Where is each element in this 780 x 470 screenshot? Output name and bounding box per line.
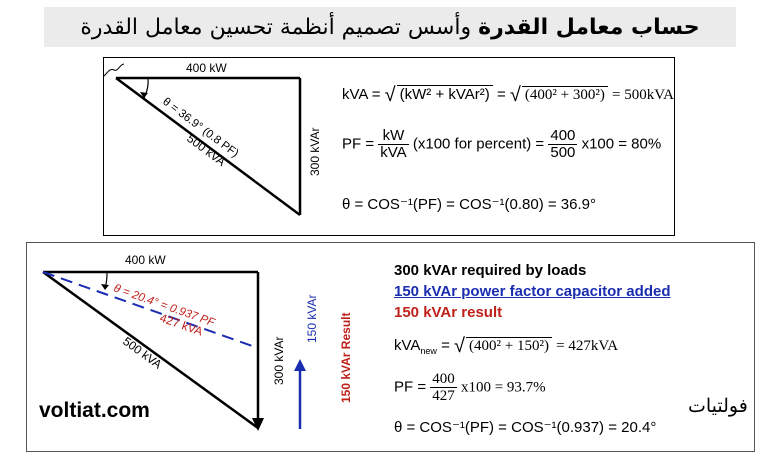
title-bold-part: حساب معامل القدرة: [478, 14, 700, 40]
arabic-watermark: فولتيات: [688, 395, 748, 417]
kva-formula-result: = 500kVA: [612, 87, 674, 103]
brand-logo-text: voltiat.com: [39, 399, 150, 422]
pf-new-result: x100 = 93.7%: [460, 379, 546, 396]
angle-arrow: [140, 92, 148, 98]
bottom-diagram-panel: 400 kW 300 kVAr 500 kVA 427 kVA θ = 20.4…: [26, 242, 755, 452]
power-triangle-top: 400 kW 300 kVAr 500 kVA θ = 36.9° (0.8 P…: [103, 61, 322, 217]
kvar-arrowhead: [252, 418, 264, 431]
title-rest: وأسس تصميم أنظمة تحسين معامل القدرة: [80, 14, 472, 40]
kva-formula-inner1: (kW² + kVAr²): [396, 85, 493, 103]
kva-new-inner: (400² + 150²): [466, 337, 552, 355]
page-title: حساب معامل القدرة وأسس تصميم أنظمة تحسين…: [80, 15, 699, 40]
kva-new-formula: kVAnew = √ (400² + 150²) = 427kVA: [394, 335, 618, 358]
kva-427-side: [42, 271, 259, 349]
pf-den-2: 500: [550, 144, 576, 161]
theta-formula: θ = COS⁻¹(PF) = COS⁻¹(0.80) = 36.9°: [342, 196, 596, 213]
capacitor-line: 150 kVAr power factor capacitor added: [394, 283, 671, 300]
kva-formula: kVA = √ (kW² + kVAr²) = √ (400² + 300²) = …: [342, 84, 674, 107]
pf-fraction-2: 400 500: [548, 127, 578, 161]
kvar-label: 300 kVAr: [308, 128, 322, 176]
result-line: 150 kVAr result: [394, 304, 503, 321]
pf-formula-mid: (x100 for percent) =: [412, 135, 545, 153]
capacitor-label: 150 kVAr: [305, 295, 319, 343]
kva-formula-lhs: kVA =: [342, 86, 381, 103]
top-diagram-panel: 400 kW 300 kVAr 500 kVA θ = 36.9° (0.8 P…: [103, 57, 675, 236]
result-label: 150 kVAr Result: [339, 313, 353, 404]
kw-label: 400 kW: [125, 253, 166, 267]
kva-formula-inner2: (400² + 300²): [521, 86, 608, 104]
kva-500-side: [42, 270, 259, 430]
kw-label: 400 kW: [186, 61, 227, 75]
sqrt-symbol: √: [454, 335, 466, 357]
pf-formula-lhs: PF =: [342, 135, 375, 153]
pf-new-lhs: PF =: [394, 378, 427, 396]
kva-new-eq: =: [441, 337, 450, 354]
pf-fraction: kW kVA: [378, 128, 409, 161]
angle-arrow: [101, 284, 109, 290]
kva-side: [115, 76, 301, 217]
pf-den: kVA: [380, 144, 407, 161]
pf-new-formula: PF = 400 427 x100 = 93.7%: [394, 371, 546, 404]
required-line: 300 kVAr required by loads: [394, 262, 587, 279]
theta-new-formula: θ = COS⁻¹(PF) = COS⁻¹(0.937) = 20.4°: [394, 419, 657, 436]
kva-formula-eq: =: [496, 86, 506, 103]
sqrt-symbol: √: [384, 84, 396, 106]
capacitor-arrowhead: [294, 359, 306, 371]
kva-new-result: = 427kVA: [556, 338, 619, 354]
pf-num-2: 400: [548, 127, 578, 145]
kva-new-lhs: kVA: [394, 337, 421, 354]
torn-corner: [103, 63, 125, 77]
pf-num: kW: [378, 128, 409, 145]
pf-formula-result: x100 = 80%: [581, 135, 662, 153]
pf-new-fraction: 400 427: [430, 371, 457, 404]
power-triangle-bottom: 400 kW 300 kVAr 500 kVA 427 kVA θ = 20.4…: [42, 253, 353, 431]
pf-new-num: 400: [430, 371, 457, 388]
kva-new-sub: new: [420, 346, 437, 356]
pf-formula: PF = kW kVA (x100 for percent) = 400 500…: [342, 128, 661, 161]
kva-500-label: 500 kVA: [120, 334, 164, 371]
kvar-label: 300 kVAr: [272, 337, 286, 385]
title-bar: حساب معامل القدرة وأسس تصميم أنظمة تحسين…: [44, 7, 736, 47]
sqrt-symbol: √: [509, 84, 521, 106]
pf-new-den: 427: [432, 388, 455, 404]
